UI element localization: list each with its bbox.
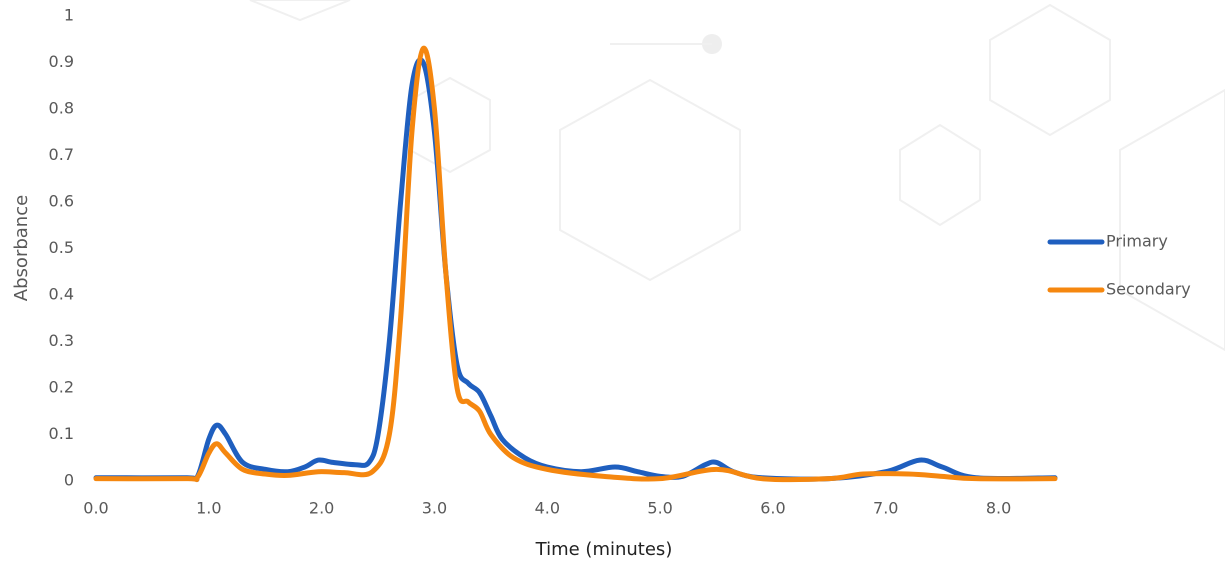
x-tick-label: 1.0	[196, 499, 221, 518]
x-tick-label: 2.0	[309, 499, 334, 518]
line-series	[93, 57, 1058, 483]
x-tick-label: 6.0	[760, 499, 785, 518]
line-series	[93, 45, 1058, 483]
y-tick-label: 0.7	[49, 145, 74, 164]
y-tick-label: 0.3	[49, 331, 74, 350]
y-tick-label: 0.9	[49, 52, 74, 71]
legend-label: Primary	[1106, 232, 1168, 251]
y-tick-label: 1	[64, 6, 74, 25]
y-tick-label: 0.8	[49, 99, 74, 118]
y-axis-title: Absorbance	[11, 195, 32, 301]
y-tick-label: 0.2	[49, 378, 74, 397]
x-tick-label: 4.0	[535, 499, 560, 518]
x-tick-label: 3.0	[422, 499, 447, 518]
x-axis-title: Time (minutes)	[535, 539, 673, 560]
y-tick-label: 0.1	[49, 424, 74, 443]
y-tick-label: 0.6	[49, 192, 74, 211]
y-tick-label: 0	[64, 471, 74, 490]
y-tick-label: 0.4	[49, 285, 74, 304]
x-tick-label: 0.0	[83, 499, 108, 518]
background-hexagons	[249, 0, 1225, 352]
x-tick-label: 7.0	[873, 499, 898, 518]
x-tick-label: 5.0	[647, 499, 672, 518]
y-tick-label: 0.5	[49, 238, 74, 257]
x-tick-label: 8.0	[986, 499, 1011, 518]
legend-label: Secondary	[1106, 280, 1191, 299]
